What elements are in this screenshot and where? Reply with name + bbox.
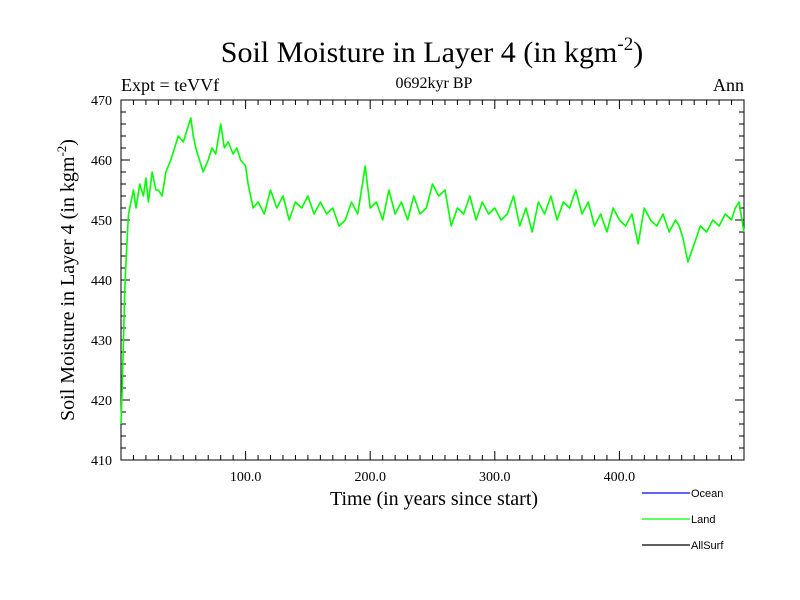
series-group — [120, 117, 745, 425]
experiment-label: Expt = teVVf — [121, 75, 219, 95]
y-tick-label: 410 — [91, 454, 112, 469]
y-tick-label: 420 — [91, 394, 112, 409]
x-tick-label: 300.0 — [479, 470, 511, 485]
y-tick-label: 460 — [91, 154, 112, 169]
plot-frame — [120, 99, 745, 461]
axis-ticks — [121, 100, 744, 460]
y-tick-labels: 410 420 430 440 450 460 470 — [91, 94, 112, 469]
x-axis-label: Time (in years since start) — [330, 488, 538, 510]
legend-label-ocean: Ocean — [691, 488, 723, 500]
chart-title: Soil Moisture in Layer 4 (in kgm-2) — [221, 34, 643, 69]
x-tick-label: 200.0 — [354, 470, 386, 485]
y-axis-label: Soil Moisture in Layer 4 (in kgm-2) — [54, 139, 79, 421]
series-line-land — [120, 117, 745, 425]
y-tick-label: 430 — [91, 334, 112, 349]
x-tick-labels: 100.0 200.0 300.0 400.0 — [230, 470, 635, 485]
season-label: Ann — [713, 75, 744, 95]
chart-subtitle: 0692kyr BP — [396, 75, 473, 92]
y-tick-label: 440 — [91, 274, 112, 289]
legend-label-allsurf: AllSurf — [691, 540, 724, 552]
x-tick-label: 100.0 — [230, 470, 262, 485]
legend: Ocean Land AllSurf — [642, 488, 724, 552]
legend-label-land: Land — [691, 514, 715, 526]
x-tick-label: 400.0 — [604, 470, 636, 485]
y-tick-label: 470 — [91, 94, 112, 109]
y-tick-label: 450 — [91, 214, 112, 229]
